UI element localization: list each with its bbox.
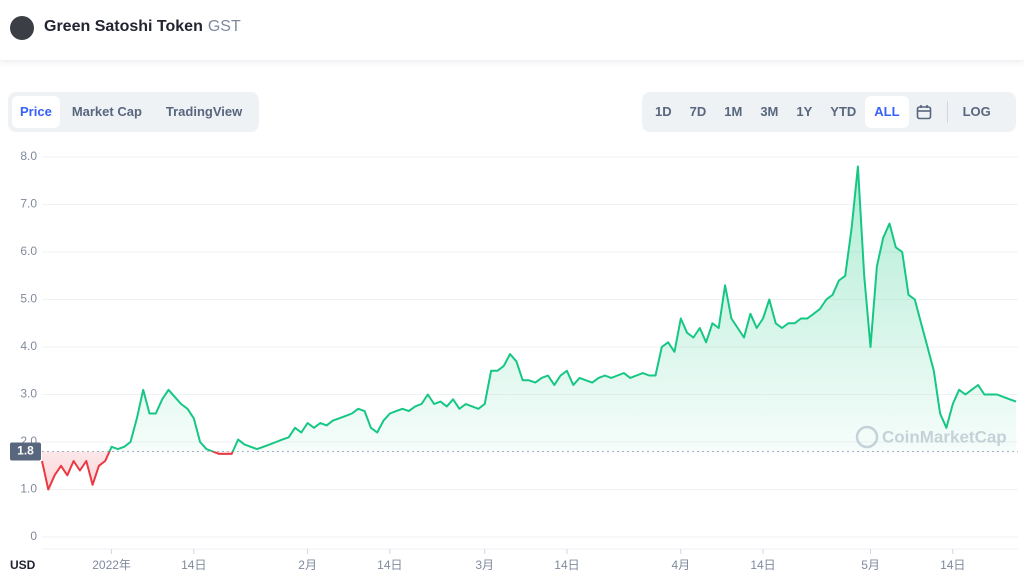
y-axis-label: USD xyxy=(10,558,36,572)
coin-logo xyxy=(10,16,34,40)
range-button[interactable]: YTD xyxy=(830,104,857,119)
range-button[interactable]: 1D xyxy=(655,104,672,119)
price-line xyxy=(41,165,1017,491)
x-tick-label: 2022年 xyxy=(92,558,131,572)
separator xyxy=(946,101,948,123)
tab-button[interactable]: Market Cap xyxy=(71,104,142,119)
range-group: 1D 7D 1M 3M 1Y YTD ALL LOG xyxy=(642,92,1016,132)
log-button[interactable]: LOG xyxy=(962,104,991,119)
y-tick-label: 1.0 xyxy=(20,482,37,496)
range-button[interactable]: 7D xyxy=(689,104,707,119)
x-tick-label: 4月 xyxy=(671,558,690,572)
x-tick-label: 14日 xyxy=(554,558,579,572)
x-tick-label: 14日 xyxy=(750,558,775,572)
calendar-icon xyxy=(916,105,931,120)
baseline-label: 1.8 xyxy=(17,444,34,458)
x-tick-label: 14日 xyxy=(377,558,402,572)
y-tick-label: 3.0 xyxy=(20,387,37,401)
tab-button[interactable]: TradingView xyxy=(165,104,243,119)
range-button[interactable]: 1M xyxy=(724,104,743,119)
tab-group: Price Market Cap TradingView xyxy=(8,92,259,132)
price-area xyxy=(42,166,1016,490)
y-tick-label: 4.0 xyxy=(20,339,37,353)
y-tick-label: 0 xyxy=(30,529,37,543)
tab-button[interactable]: Price xyxy=(12,96,60,128)
y-tick-label: 8.0 xyxy=(20,149,37,163)
x-tick-label: 14日 xyxy=(181,558,206,572)
coin-name: Green Satoshi Token xyxy=(44,18,203,35)
x-tick-label: 3月 xyxy=(475,558,494,572)
calendar-button[interactable] xyxy=(909,96,939,128)
range-button[interactable]: 3M xyxy=(760,104,779,119)
y-tick-label: 6.0 xyxy=(20,244,37,258)
coin-symbol: GST xyxy=(207,18,241,35)
y-tick-label: 7.0 xyxy=(20,197,37,211)
x-tick-label: 5月 xyxy=(861,558,880,572)
header: Green Satoshi Token GST xyxy=(0,0,1024,60)
x-tick-label: 2月 xyxy=(298,558,317,572)
coin-title: Green Satoshi Token GST xyxy=(44,18,241,36)
x-tick-label: 14日 xyxy=(940,558,965,572)
range-button[interactable]: ALL xyxy=(865,96,909,128)
y-tick-label: 5.0 xyxy=(20,292,37,306)
baseline-label-box xyxy=(10,442,41,461)
range-button[interactable]: 1Y xyxy=(796,104,813,119)
